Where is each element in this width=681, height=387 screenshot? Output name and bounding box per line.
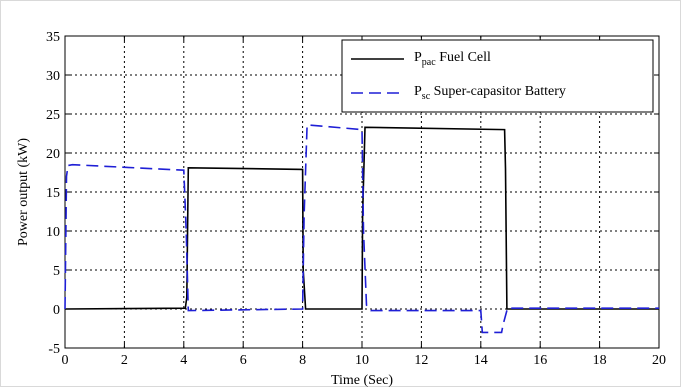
- legend: Ppac Fuel Cell Psc Super-capasitor Batte…: [341, 39, 654, 113]
- legend-entry-fuel-cell-main: P: [414, 50, 422, 65]
- y-tick-label: 0: [53, 303, 60, 318]
- x-tick-label: 16: [533, 353, 547, 368]
- legend-entry-super-capacitor-main: P: [414, 84, 422, 99]
- series-line-super-capacitor: [64, 124, 659, 334]
- x-tick-label: 6: [240, 353, 247, 368]
- series-lines: [64, 124, 659, 334]
- legend-entry-fuel-cell-rest: Fuel Cell: [436, 50, 491, 65]
- y-tick-label: 20: [46, 147, 60, 162]
- y-tick-label: 5: [53, 264, 60, 279]
- legend-entry-fuel-cell-subscript: pac: [422, 57, 436, 68]
- y-tick-label: -5: [48, 342, 60, 357]
- legend-entry-super-capacitor: Psc Super-capasitor Battery: [414, 84, 566, 102]
- x-tick-label: 18: [593, 353, 607, 368]
- y-axis-label: Power output (kW): [16, 138, 31, 246]
- legend-entry-fuel-cell: Ppac Fuel Cell: [414, 50, 491, 68]
- y-tick-label: 15: [46, 186, 60, 201]
- x-tick-label: 10: [355, 353, 369, 368]
- y-tick-label: 30: [46, 69, 60, 84]
- legend-entry-super-capacitor-subscript: sc: [422, 91, 431, 102]
- legend-entry-super-capacitor-rest: Super-capasitor Battery: [430, 84, 566, 99]
- legend-box: [341, 39, 654, 113]
- x-tick-label: 4: [180, 353, 187, 368]
- x-tick-label: 0: [62, 353, 69, 368]
- y-tick-label: 10: [46, 225, 60, 240]
- x-tick-label: 20: [652, 353, 666, 368]
- x-tick-label: 14: [474, 353, 488, 368]
- x-tick-label: 12: [414, 353, 428, 368]
- x-tick-label: 2: [121, 353, 128, 368]
- x-axis-label: Time (Sec): [331, 373, 393, 387]
- y-tick-label: 25: [46, 108, 60, 123]
- x-tick-label: 8: [299, 353, 306, 368]
- y-tick-label: 35: [46, 30, 60, 45]
